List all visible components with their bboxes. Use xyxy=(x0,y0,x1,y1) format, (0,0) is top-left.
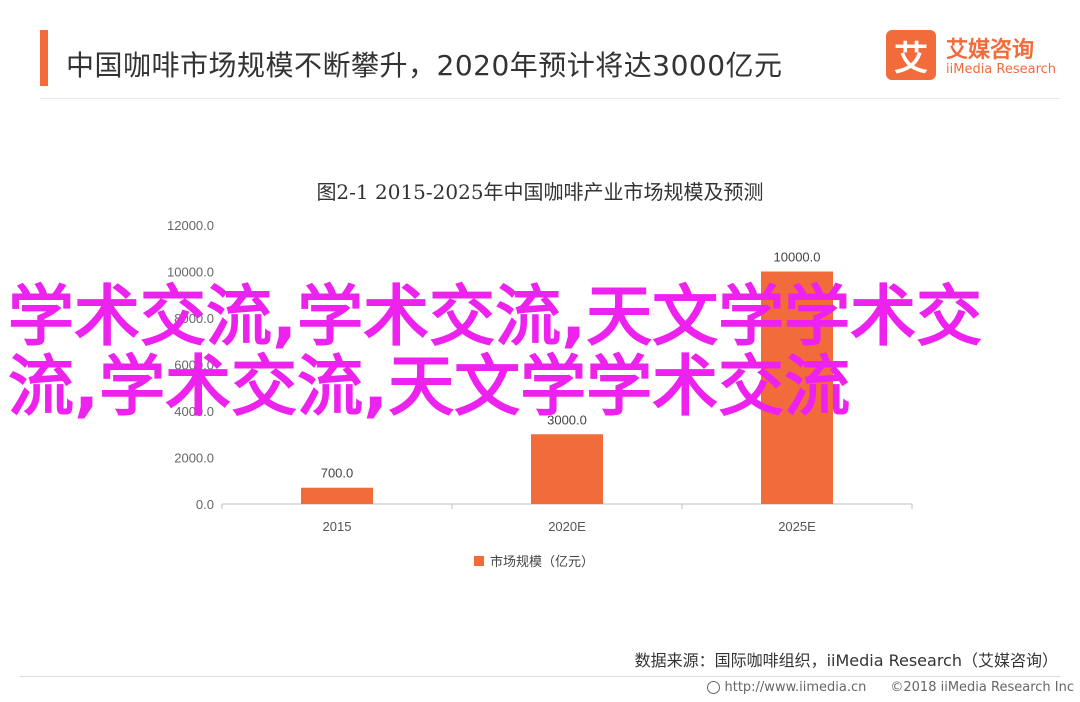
y-tick-label: 2000.0 xyxy=(174,451,214,466)
data-label: 3000.0 xyxy=(547,412,587,427)
data-label: 700.0 xyxy=(321,466,354,481)
y-tick-label: 4000.0 xyxy=(174,404,214,419)
x-tick-label: 2015 xyxy=(323,519,352,534)
x-tick-label: 2025E xyxy=(778,519,816,534)
header-divider xyxy=(40,98,1060,99)
chart-title: 图2-1 2015-2025年中国咖啡产业市场规模及预测 xyxy=(316,180,764,204)
y-tick-label: 0.0 xyxy=(196,497,214,512)
page-title: 中国咖啡市场规模不断攀升，2020年预计将达3000亿元 xyxy=(66,49,783,82)
legend-swatch xyxy=(474,555,484,566)
brand-logo-icon: 艾 xyxy=(886,30,936,80)
legend-label: 市场规模（亿元） xyxy=(490,555,595,570)
chart-legend: 市场规模（亿元） xyxy=(474,551,594,570)
bar xyxy=(761,271,833,504)
bar xyxy=(301,487,373,504)
brand-name-en: iiMedia Research xyxy=(946,62,1057,77)
source-note: 数据来源：国际咖啡组织，iiMedia Research（艾媒咨询） xyxy=(634,651,1058,670)
bar xyxy=(531,434,603,504)
footer-copyright: ©2018 iiMedia Research Inc xyxy=(890,680,1074,695)
data-label: 10000.0 xyxy=(774,250,821,265)
globe-icon xyxy=(707,681,721,694)
brand-logo: 艾 艾媒咨询 iiMedia Research xyxy=(886,30,1066,86)
footer: http://www.iimedia.cn ©2018 iiMedia Rese… xyxy=(707,680,1074,695)
y-tick-label: 6000.0 xyxy=(174,358,214,373)
x-tick-label: 2020E xyxy=(548,519,586,534)
y-tick-label: 8000.0 xyxy=(174,311,214,326)
y-tick-label: 10000.0 xyxy=(167,265,214,280)
header-accent-bar xyxy=(40,30,48,86)
brand-name-cn: 艾媒咨询 xyxy=(946,38,1035,63)
footer-url[interactable]: http://www.iimedia.cn xyxy=(724,680,867,695)
footer-url-group: http://www.iimedia.cn xyxy=(707,680,866,695)
y-tick-label: 12000.0 xyxy=(167,218,214,233)
watermark-overlay: 学术交流,学术交流,天文学学术交流,学术交流,天文学学术交流 xyxy=(8,278,983,425)
footer-divider xyxy=(20,676,1060,677)
